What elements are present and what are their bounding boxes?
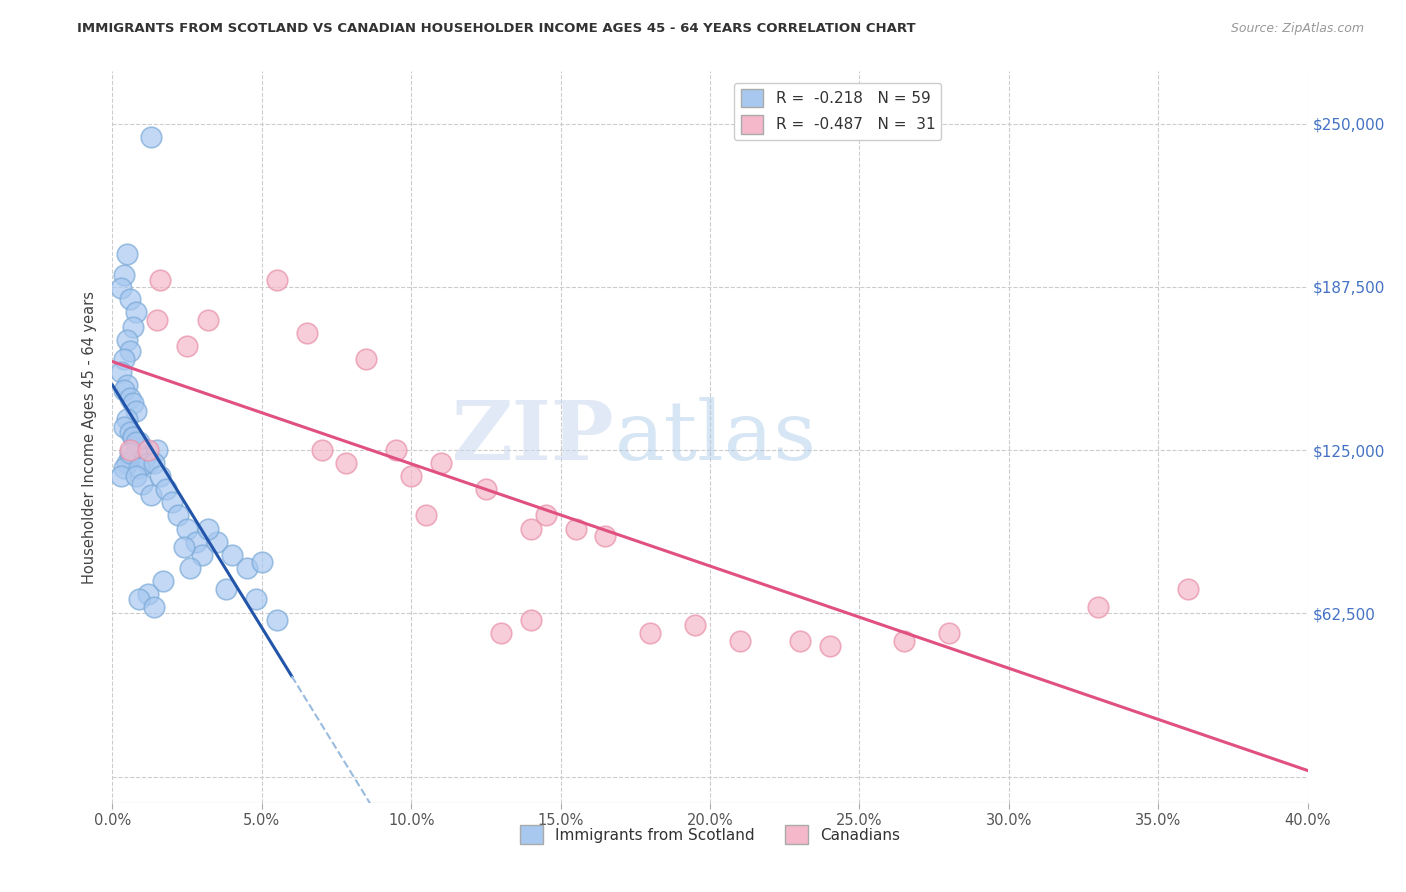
Point — [683, 618, 706, 632]
Point — [146, 443, 169, 458]
Point — [221, 548, 243, 562]
Point — [120, 443, 142, 458]
Point — [520, 613, 543, 627]
Point — [117, 377, 139, 392]
Point — [179, 560, 201, 574]
Point — [266, 613, 288, 627]
Point — [1087, 599, 1109, 614]
Point — [893, 633, 915, 648]
Point — [131, 441, 153, 455]
Point — [1177, 582, 1199, 596]
Point — [728, 633, 751, 648]
Point — [110, 469, 132, 483]
Point — [125, 446, 148, 460]
Point — [385, 443, 408, 458]
Point — [128, 435, 150, 450]
Point — [122, 320, 145, 334]
Point — [430, 456, 453, 470]
Point — [114, 419, 135, 434]
Point — [120, 391, 142, 405]
Point — [114, 461, 135, 475]
Y-axis label: Householder Income Ages 45 - 64 years: Householder Income Ages 45 - 64 years — [82, 291, 97, 583]
Point — [128, 592, 150, 607]
Point — [534, 508, 557, 523]
Point — [117, 412, 139, 426]
Point — [236, 560, 259, 574]
Point — [141, 129, 163, 144]
Point — [335, 456, 357, 470]
Point — [120, 450, 142, 465]
Point — [197, 312, 219, 326]
Point — [149, 273, 172, 287]
Point — [122, 430, 145, 444]
Point — [125, 469, 148, 483]
Point — [311, 443, 333, 458]
Point — [266, 273, 288, 287]
Point — [125, 435, 148, 450]
Point — [117, 334, 139, 348]
Point — [146, 312, 169, 326]
Point — [155, 483, 177, 497]
Point — [114, 268, 135, 282]
Point — [818, 639, 841, 653]
Point — [138, 587, 160, 601]
Point — [138, 443, 160, 458]
Point — [131, 477, 153, 491]
Point — [640, 626, 662, 640]
Point — [122, 396, 145, 410]
Point — [110, 281, 132, 295]
Point — [162, 495, 183, 509]
Point — [520, 521, 543, 535]
Point — [205, 534, 228, 549]
Point — [114, 351, 135, 366]
Point — [564, 521, 586, 535]
Point — [149, 469, 172, 483]
Point — [167, 508, 190, 523]
Point — [138, 456, 160, 470]
Text: Source: ZipAtlas.com: Source: ZipAtlas.com — [1230, 22, 1364, 36]
Point — [789, 633, 811, 648]
Text: IMMIGRANTS FROM SCOTLAND VS CANADIAN HOUSEHOLDER INCOME AGES 45 - 64 YEARS CORRE: IMMIGRANTS FROM SCOTLAND VS CANADIAN HOU… — [77, 22, 915, 36]
Point — [191, 548, 214, 562]
Point — [415, 508, 437, 523]
Text: ZIP: ZIP — [451, 397, 614, 477]
Point — [356, 351, 378, 366]
Point — [134, 450, 156, 465]
Point — [938, 626, 960, 640]
Point — [295, 326, 318, 340]
Point — [117, 456, 139, 470]
Point — [152, 574, 174, 588]
Point — [120, 343, 142, 358]
Point — [110, 365, 132, 379]
Point — [143, 599, 166, 614]
Point — [125, 304, 148, 318]
Text: atlas: atlas — [614, 397, 817, 477]
Point — [250, 556, 273, 570]
Legend: Immigrants from Scotland, Canadians: Immigrants from Scotland, Canadians — [513, 819, 907, 850]
Point — [197, 521, 219, 535]
Point — [176, 521, 198, 535]
Point — [125, 404, 148, 418]
Point — [186, 534, 208, 549]
Point — [401, 469, 423, 483]
Point — [120, 446, 142, 460]
Point — [173, 540, 195, 554]
Point — [215, 582, 238, 596]
Point — [143, 456, 166, 470]
Point — [475, 483, 498, 497]
Point — [117, 247, 139, 261]
Point — [120, 425, 142, 439]
Point — [114, 383, 135, 397]
Point — [141, 487, 163, 501]
Point — [122, 430, 145, 444]
Point — [176, 338, 198, 352]
Point — [245, 592, 267, 607]
Point — [128, 461, 150, 475]
Point — [120, 292, 142, 306]
Point — [595, 529, 617, 543]
Point — [489, 626, 512, 640]
